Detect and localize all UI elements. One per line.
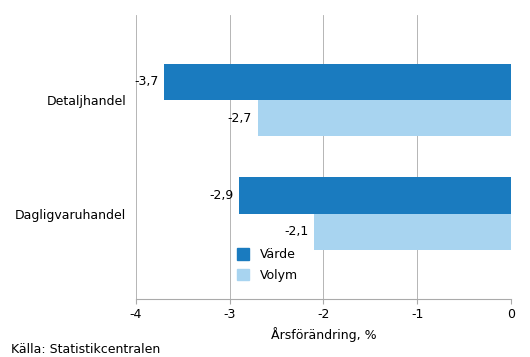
- Bar: [314, 213, 511, 250]
- Bar: [239, 177, 511, 213]
- X-axis label: Årsförändring, %: Årsförändring, %: [271, 327, 376, 342]
- Text: -2,9: -2,9: [209, 189, 234, 202]
- Legend: Värde, Volym: Värde, Volym: [232, 243, 303, 287]
- Text: -2,7: -2,7: [228, 112, 252, 125]
- Bar: [164, 64, 511, 100]
- Text: -2,1: -2,1: [284, 225, 308, 238]
- Text: -3,7: -3,7: [134, 75, 158, 89]
- Text: Källa: Statistikcentralen: Källa: Statistikcentralen: [11, 343, 160, 356]
- Bar: [258, 100, 511, 136]
